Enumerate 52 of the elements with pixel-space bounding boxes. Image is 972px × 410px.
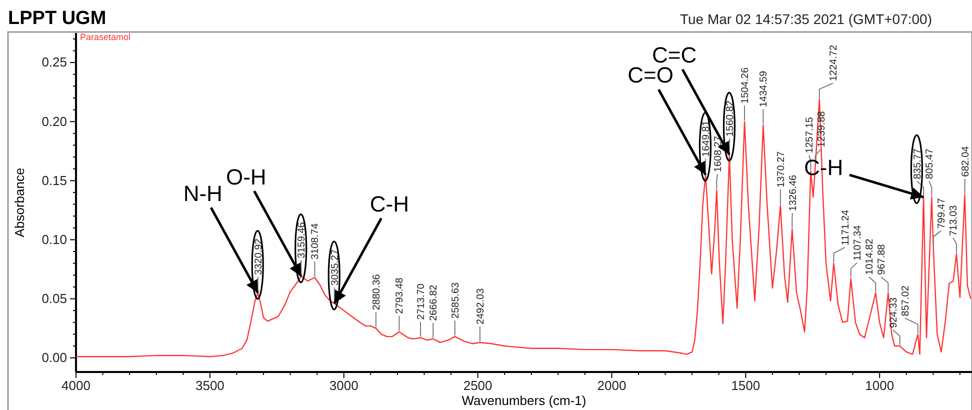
x-tick-label: 4000	[62, 378, 90, 394]
annotation: N-H	[183, 180, 222, 206]
annotation: 2666.82	[428, 284, 440, 321]
annotation: 1171.24	[840, 209, 852, 246]
annotation: 1649.81	[701, 120, 712, 157]
annotation: 2793.48	[394, 277, 406, 314]
annotation: 799.47	[936, 198, 948, 229]
annotation: 2585.63	[450, 282, 462, 319]
annotation: 1504.26	[740, 67, 752, 104]
y-tick-label: 0.15	[42, 172, 67, 188]
annotation: O-H	[226, 164, 266, 190]
annotation: 924.33	[888, 296, 900, 328]
annotation: 1326.46	[788, 174, 799, 212]
annotation: 2713.70	[416, 283, 428, 320]
annotation: 835.77	[912, 148, 924, 180]
annotation: 857.02	[900, 285, 912, 316]
annotation: 1107.34	[852, 224, 864, 261]
y-tick-label: 0.20	[42, 114, 67, 129]
y-axis-title: Absorbance	[12, 168, 27, 238]
chart-subtitle: Tue Mar 02 14:57:35 2021 (GMT+07:00)	[680, 11, 932, 27]
y-tick-label: 0.25	[42, 54, 67, 70]
x-axis-title: Wavenumbers (cm-1)	[462, 393, 586, 408]
annotation: 1434.59	[758, 70, 770, 108]
annotation: 1239.88	[816, 110, 828, 148]
annotation: 3035.27	[330, 248, 341, 286]
annotation: C-H	[370, 191, 409, 216]
y-tick-label: 0.00	[42, 350, 67, 365]
x-tick-label: 2500	[463, 378, 492, 394]
y-tick-label: 0.10	[42, 232, 67, 247]
annotation: 1560.82	[725, 100, 736, 137]
annotation: 682.04	[960, 146, 972, 177]
annotation: 1608.27	[713, 136, 724, 172]
x-tick-label: 1000	[865, 378, 894, 394]
text: Parasetamol	[80, 32, 131, 42]
annotation: 1370.27	[776, 150, 787, 188]
annotation: 713.03	[948, 204, 960, 236]
annotation: 3159.46	[296, 222, 308, 258]
annotation: 805.47	[924, 148, 936, 180]
x-tick-label: 2000	[597, 378, 626, 394]
annotation: 1257.15	[804, 116, 816, 154]
x-tick-label: 1500	[731, 378, 760, 394]
annotation: 2492.03	[475, 288, 486, 324]
y-tick-label: 0.05	[42, 290, 67, 306]
x-tick-label: 3000	[329, 378, 358, 394]
chart-title: LPPT UGM	[8, 8, 106, 29]
x-tick-label: 3500	[195, 378, 224, 394]
annotation: 1014.82	[864, 238, 876, 275]
annotation: 2880.36	[371, 274, 382, 310]
annotation: 3320.92	[253, 238, 264, 275]
annotation: 1224.72	[828, 44, 840, 82]
annotation: 967.88	[876, 244, 888, 275]
annotation: 3108.74	[310, 222, 322, 260]
